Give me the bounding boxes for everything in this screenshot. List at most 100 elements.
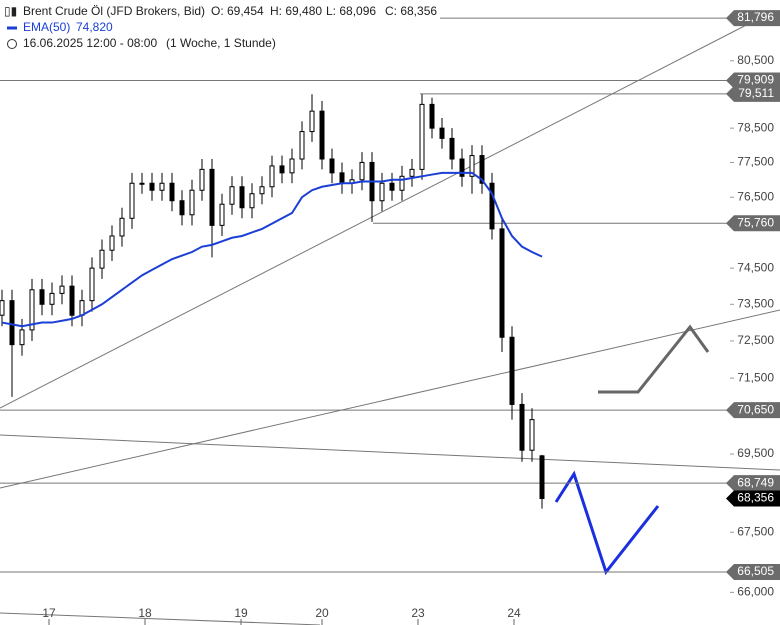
candle-body [19,329,25,346]
candle-body [319,110,325,160]
ema-line [1,171,543,328]
candle-body [189,189,195,216]
candle-body [259,186,265,195]
trendline [0,17,761,409]
level-tag [726,475,780,492]
level-tag [726,10,780,27]
candle-body [99,249,105,269]
candle-body [509,336,515,405]
candle-body [239,186,245,209]
trendline [0,309,780,489]
level-tag-label: 79,909 [737,73,774,87]
title: Brent Crude Öl (JFD Brokers, Bid) [23,4,205,18]
candle-body [9,300,15,346]
header: ▯▮ Brent Crude Öl (JFD Brokers, Bid) O: … [4,4,437,50]
candle-body [289,158,295,174]
candle-body [529,419,535,451]
candle-body [159,182,165,191]
candle-body [419,103,425,170]
y-tick-label: 67,500 [737,524,774,538]
resolution: (1 Woche, 1 Stunde) [166,36,276,50]
y-tick-label: 69,500 [737,446,774,460]
y-tick-label: 77,500 [737,155,774,169]
projection-blue [554,470,660,576]
candle-body [429,103,435,129]
price-tag [726,490,780,507]
candle-body [129,182,135,219]
candle-body [79,300,85,316]
level-tag [726,563,780,580]
candle-body [219,203,225,226]
candle-body [279,165,285,174]
level-tag-label: 79,511 [738,86,774,100]
projection-gray [598,324,710,394]
candle-body [119,217,125,237]
candle-body [499,228,505,338]
candle-body [0,300,5,316]
trendline [0,434,780,471]
candle-body [489,182,495,230]
level-tag [726,72,780,89]
y-tick-label: 73,500 [737,296,774,310]
candle-body [69,285,75,316]
candle-body [169,182,175,202]
candle-body [339,172,345,184]
period: 16.06.2025 12:00 - 08:00 [23,36,157,50]
candle-body [139,182,145,185]
candle-body [469,155,475,177]
candle-body [269,165,275,188]
candle-body [479,155,485,184]
x-tick-label: 24 [507,606,521,620]
x-tick-label: 17 [42,606,56,620]
candle-body [59,285,65,294]
candle-body [309,110,315,133]
ohlc: C: 68,356 [385,4,437,18]
candle-body [49,292,55,305]
x-tick-label: 20 [315,606,329,620]
candle-body [39,289,45,305]
y-tick-label: 72,500 [737,333,774,347]
candle-body [89,267,95,302]
level-tag [726,402,780,419]
y-tick-label: 74,500 [737,260,774,274]
x-tick-label: 19 [234,606,248,620]
candle-body [209,168,215,226]
icon: ▯▮ [4,4,17,18]
candle-body [379,182,385,202]
ohlc: H: 69,480 [270,4,322,18]
candle-body [389,182,395,191]
candle-body [179,200,185,216]
candle-body [109,235,115,251]
trendline [0,612,321,625]
clock-icon [7,39,17,49]
price-tag-label: 68,356 [737,491,774,505]
candle-body [539,455,545,499]
level-tag-label: 75,760 [737,215,774,229]
candle-body [519,403,525,451]
y-tick-label: 80,500 [737,53,774,67]
candle-body [249,193,255,209]
legend-value: 74,820 [76,20,113,34]
ohlc: O: 69,454 [211,4,264,18]
y-tick-label: 76,500 [737,189,774,203]
candle-body [299,131,305,160]
candle-body [199,168,205,191]
y-tick-label: 71,500 [737,370,774,384]
x-tick-label: 18 [138,606,152,620]
candle-body [409,168,415,177]
ohlc: L: 68,096 [326,4,376,18]
drawings [0,17,780,625]
x-tick-label: 23 [411,606,425,620]
candle-body [439,127,445,139]
level-tag-label: 66,505 [737,564,774,578]
candle-body [29,289,35,331]
candle-body [329,158,335,174]
candle-body [149,182,155,191]
level-tag [726,85,780,102]
candle-body [359,161,365,181]
candle-body [399,175,405,191]
candle-body [459,158,465,177]
level-tag-label: 81,796 [737,10,774,24]
y-tick-label: 78,500 [737,120,774,134]
